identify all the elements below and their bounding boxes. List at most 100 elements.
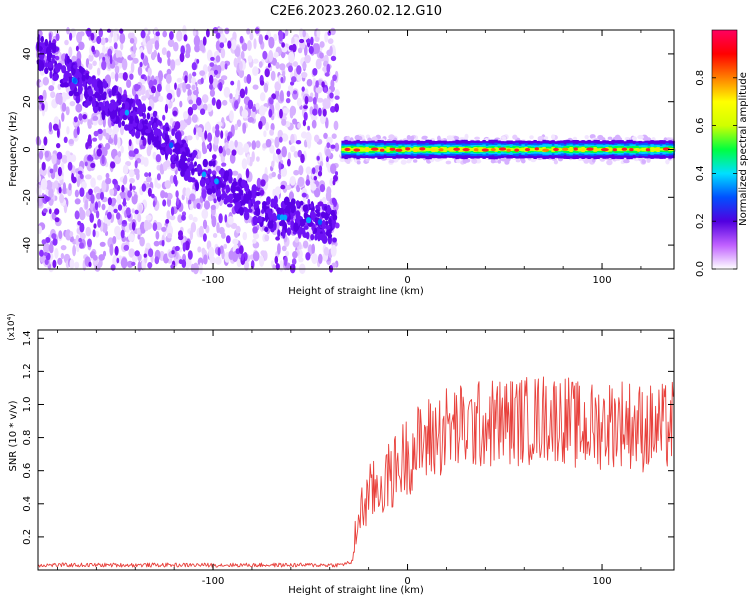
heatmap-cell [70,154,77,162]
heatmap-cell [268,97,274,105]
heatmap-cell [259,189,265,196]
heatmap-cell [61,102,67,112]
heatmap-cell [206,28,210,38]
heatmap-cell [132,255,138,263]
heatmap-cell [265,138,272,148]
heatmap-cell [90,177,96,188]
heatmap-cell [315,58,322,70]
heatmap-cell [197,150,202,160]
heatmap-cell [114,72,119,82]
heatmap-cell [179,100,183,108]
heatmap-cell [183,111,189,120]
heatmap-cell [41,103,45,111]
heatmap-cell [322,230,326,240]
heatmap-cell [256,177,262,188]
heatmap-cell [135,98,140,106]
heatmap-cell [52,42,57,53]
heatmap-cell [73,116,78,123]
heatmap-cell [386,146,390,152]
heatmap-cell [278,136,283,143]
heatmap-cell [189,193,196,202]
heatmap-cell [75,45,79,52]
heatmap-cell [124,109,130,116]
heatmap-cell [137,234,141,240]
heatmap-cell [302,29,307,38]
heatmap-cell [131,221,136,231]
heatmap-cell [105,127,113,135]
heatmap-cell [260,250,266,256]
heatmap-cell [90,162,96,169]
heatmap-cell [280,76,284,84]
heatmap-cell [109,54,113,65]
heatmap-cell [74,261,80,269]
heatmap-cell [134,250,140,257]
heatmap-cell [270,202,276,208]
heatmap-cell [229,93,233,100]
heatmap-cell [38,150,44,160]
heatmap-cell [98,28,104,38]
heatmap-cell [78,41,85,51]
heatmap-cell [202,219,208,230]
heatmap-cell [101,110,106,121]
heatmap-cell [246,74,252,84]
heatmap-cell [296,97,302,107]
heatmap-cell [290,133,295,144]
heatmap-cell [220,75,228,81]
heatmap-cell [494,147,498,152]
heatmap-cell [176,30,183,42]
colorbar-tick-label: 0.8 [695,70,706,86]
heatmap-cell [232,238,239,245]
heatmap-cell [285,250,290,257]
snr-y-tick-label: 1.4 [22,330,33,346]
heatmap-cell [490,148,496,152]
heatmap-cell [334,103,340,113]
heatmap-cell [359,147,363,152]
heatmap-cell [121,184,125,193]
heatmap-cell [97,101,104,107]
heatmap-cell [39,50,45,61]
heatmap-cell [218,226,225,235]
snr-y-tick-label: 0.2 [22,529,33,545]
heatmap-cell [110,264,116,271]
heatmap-cell [206,188,213,195]
heatmap-cell [144,75,148,82]
heatmap-cell [377,147,381,152]
heatmap-cell [117,137,121,149]
heatmap-cell [298,165,304,176]
heatmap-cell [91,78,98,88]
heatmap-cell [316,28,321,38]
heatmap-cell [456,159,461,164]
heatmap-cell [264,34,269,41]
heatmap-cell [264,68,270,78]
heatmap-cell [96,35,102,45]
heatmap-cell [617,147,621,152]
heatmap-cell [207,132,213,143]
heatmap-cell [127,190,132,198]
heatmap-cell [252,226,258,234]
heatmap-cell [62,182,67,195]
heatmap-cell [259,80,265,86]
heatmap-cell [288,65,293,73]
heatmap-cell [82,114,87,120]
heatmap-cell [61,92,67,103]
heatmap-cell [542,148,550,152]
heatmap-cell [400,159,407,165]
heatmap-cell [122,114,128,121]
heatmap-cell [231,149,237,156]
heatmap-cell [146,176,152,183]
heatmap-cell [79,187,85,197]
heatmap-cell [183,34,188,42]
heatmap-cell [288,51,295,64]
heatmap-cell [181,214,186,221]
heatmap-cell [319,41,325,48]
heatmap-cell [307,96,313,103]
heatmap-cell [514,148,520,152]
heatmap-cell [59,193,65,204]
heatmap-cell [79,222,85,233]
heatmap-cell [252,251,260,262]
heatmap-cell [288,191,294,200]
heatmap-cell [50,91,56,99]
heatmap-cell [305,179,311,186]
heatmap-cell [111,86,117,95]
heatmap-cell [406,159,412,164]
